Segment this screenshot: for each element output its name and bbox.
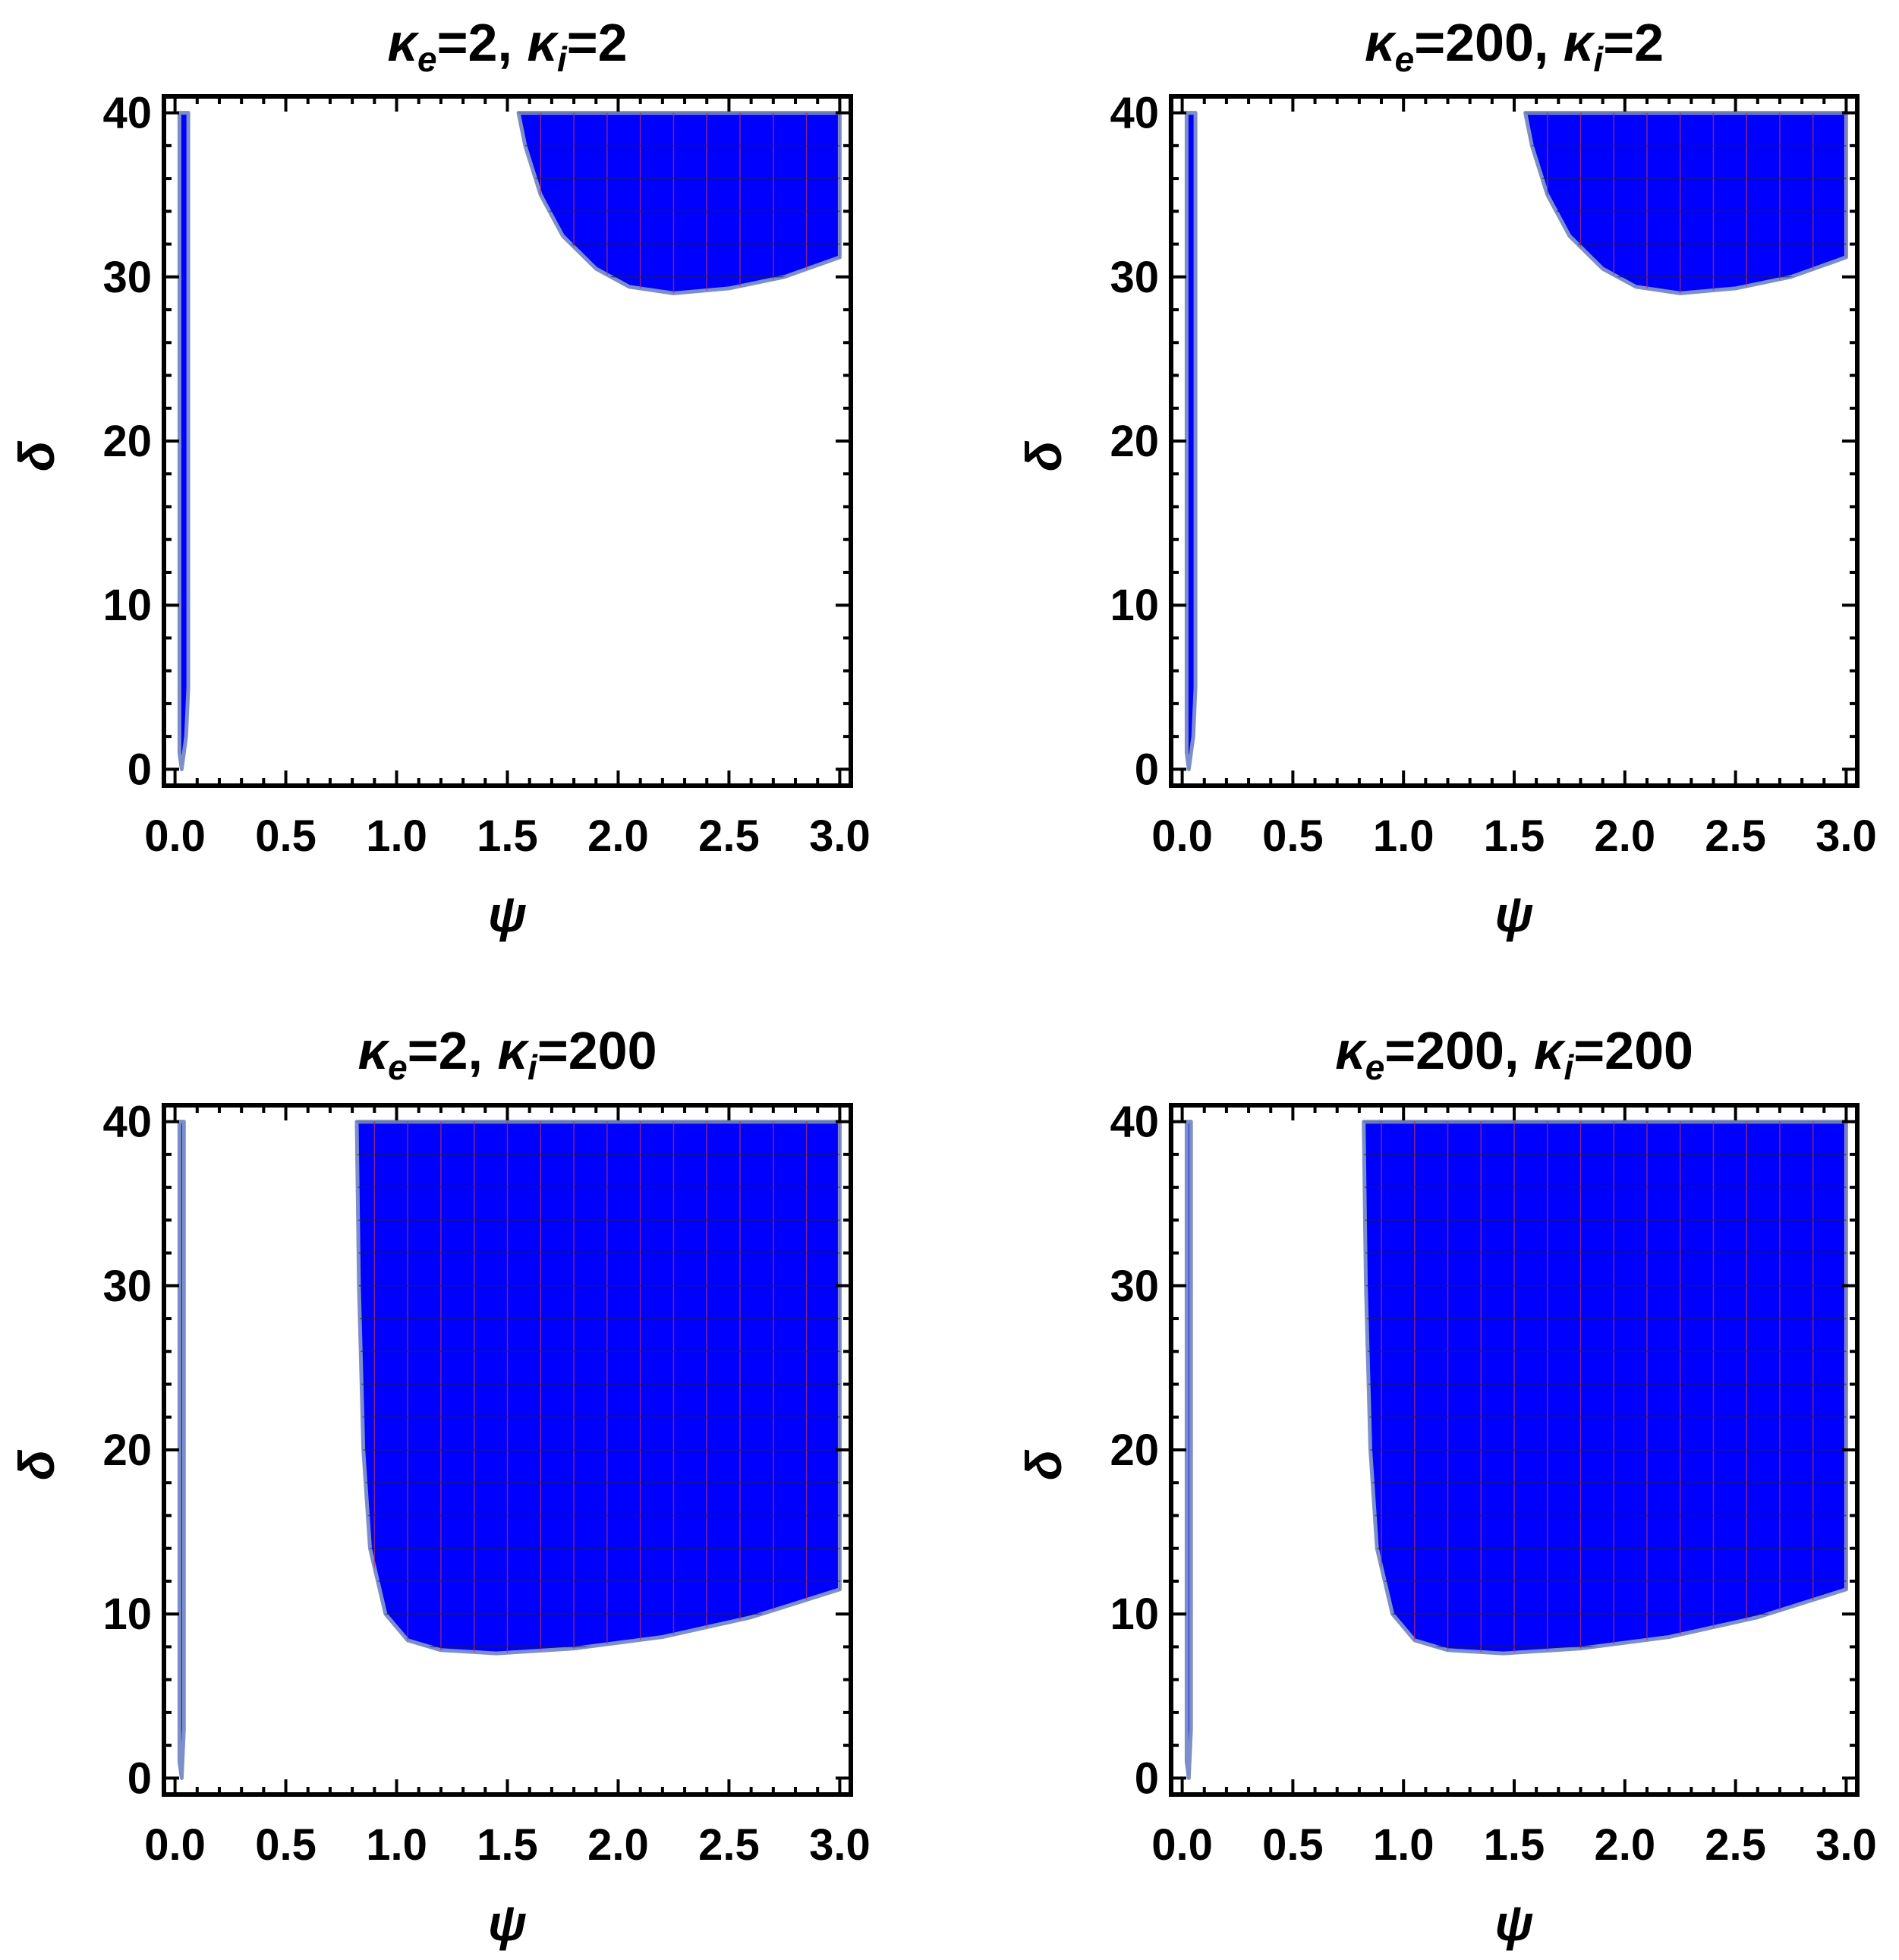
x-tick-label: 1.0 <box>1373 811 1434 861</box>
x-tick-label: 2.0 <box>1594 811 1655 861</box>
x-tick-label: 2.5 <box>1705 811 1766 861</box>
chart-title: κe=2, κi=200 <box>357 1021 657 1087</box>
x-tick-label: 1.5 <box>477 1820 538 1870</box>
chart-title: κe=200, κi=200 <box>1335 1021 1693 1087</box>
x-axis-label: ψ <box>1494 886 1533 942</box>
x-tick-label: 2.0 <box>1594 1820 1655 1870</box>
region-mesh <box>357 1121 840 1654</box>
x-tick-label: 3.0 <box>1816 811 1877 861</box>
y-tick-label: 40 <box>1110 89 1159 138</box>
y-tick-label: 20 <box>1110 417 1159 466</box>
x-axis-label: ψ <box>488 886 527 942</box>
y-tick-label: 30 <box>1110 253 1159 302</box>
y-tick-label: 0 <box>1135 745 1159 794</box>
x-tick-label: 0.0 <box>1151 1820 1213 1870</box>
chart-panel-4: 0.0 0.5 1.0 1.5 2.0 2.5 3.0 0 10 20 30 40 ψ δ κe=200, … <box>1016 1021 1877 1951</box>
y-tick-label: 10 <box>1110 581 1159 630</box>
region-1 <box>177 111 191 771</box>
region-mesh <box>1525 112 1847 294</box>
x-tick-label: 1.0 <box>366 1820 427 1870</box>
y-tick-label: 40 <box>102 89 152 138</box>
chart-title: κe=2, κi=2 <box>387 13 627 79</box>
region-1 <box>1184 111 1198 771</box>
y-axis-label: δ <box>8 440 65 471</box>
y-tick-label: 10 <box>1110 1590 1159 1639</box>
x-tick-label: 1.5 <box>1484 811 1545 861</box>
y-tick-label: 30 <box>1110 1262 1159 1311</box>
chart-panel-3: 0.0 0.5 1.0 1.5 2.0 2.5 3.0 0 10 20 30 40 ψ δ κe=2, κi… <box>8 1021 871 1951</box>
x-tick-label: 1.0 <box>1373 1820 1434 1870</box>
x-tick-label: 0.5 <box>255 811 316 861</box>
y-axis-label: δ <box>8 1449 65 1480</box>
y-axis-label: δ <box>1016 1449 1072 1480</box>
region-2 <box>516 111 842 295</box>
region-2 <box>354 1120 842 1656</box>
x-tick-label: 0.0 <box>1151 811 1213 861</box>
x-tick-label: 3.0 <box>809 811 871 861</box>
y-tick-label: 10 <box>102 581 152 630</box>
y-tick-label: 0 <box>128 745 152 794</box>
x-tick-label: 1.5 <box>1484 1820 1545 1870</box>
x-tick-label: 3.0 <box>1816 1820 1877 1870</box>
y-axis-label: δ <box>1016 440 1072 471</box>
chart-panel-1: 0.0 0.5 1.0 1.5 2.0 2.5 3.0 0 10 20 30 40 ψ δ κe=2, κi… <box>8 13 871 942</box>
y-tick-label: 40 <box>102 1098 152 1147</box>
x-tick-label: 0.0 <box>144 1820 206 1870</box>
y-tick-label: 20 <box>1110 1426 1159 1475</box>
y-tick-label: 30 <box>102 1262 152 1311</box>
x-tick-label: 0.5 <box>1262 811 1324 861</box>
x-tick-label: 1.0 <box>366 811 427 861</box>
x-tick-label: 0.0 <box>144 811 206 861</box>
x-tick-label: 0.5 <box>1262 1820 1324 1870</box>
y-tick-label: 0 <box>128 1754 152 1803</box>
x-tick-label: 2.0 <box>587 811 649 861</box>
y-tick-label: 20 <box>102 417 152 466</box>
y-tick-label: 0 <box>1135 1754 1159 1803</box>
x-tick-label: 2.0 <box>587 1820 649 1870</box>
y-tick-label: 40 <box>1110 1098 1159 1147</box>
y-tick-label: 30 <box>102 253 152 302</box>
y-tick-label: 10 <box>102 1590 152 1639</box>
x-tick-label: 1.5 <box>477 811 538 861</box>
region-mesh <box>518 112 840 294</box>
region-1 <box>177 1120 186 1780</box>
region-1 <box>1184 1120 1193 1780</box>
region-2 <box>1362 1120 1848 1656</box>
chart-title: κe=200, κi=2 <box>1365 13 1664 79</box>
region-2 <box>1523 111 1848 295</box>
x-axis-label: ψ <box>1494 1895 1533 1951</box>
x-tick-label: 3.0 <box>809 1820 871 1870</box>
x-tick-label: 2.5 <box>698 811 760 861</box>
x-tick-label: 2.5 <box>1705 1820 1766 1870</box>
region-mesh <box>1363 1121 1847 1654</box>
x-axis-label: ψ <box>488 1895 527 1951</box>
y-tick-label: 20 <box>102 1426 152 1475</box>
x-tick-label: 2.5 <box>698 1820 760 1870</box>
chart-panel-2: 0.0 0.5 1.0 1.5 2.0 2.5 3.0 0 10 20 30 40 ψ δ κe=200, … <box>1016 13 1877 942</box>
x-tick-label: 0.5 <box>255 1820 316 1870</box>
